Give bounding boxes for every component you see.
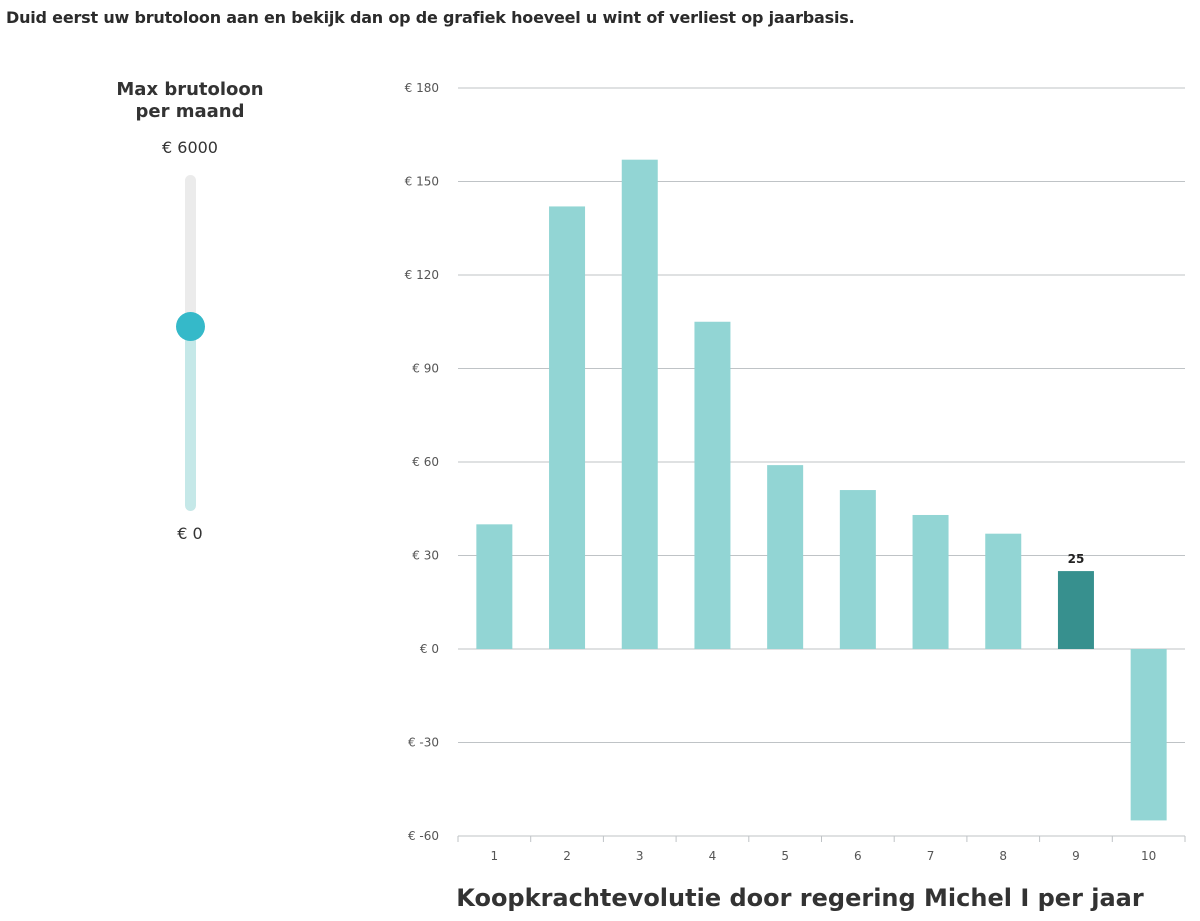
salary-slider-fill (185, 326, 196, 511)
x-tick-label: 1 (491, 849, 499, 863)
y-tick-label: € 180 (405, 81, 439, 95)
bar (839, 490, 876, 649)
y-tick-label: € 120 (405, 268, 439, 282)
x-tick-label: 7 (927, 849, 935, 863)
bar (694, 321, 731, 649)
slider-max-label: € 6000 (162, 138, 218, 157)
bar-value-label: 25 (1068, 552, 1085, 566)
slider-min-label: € 0 (177, 524, 203, 543)
y-tick-label: € 90 (412, 362, 439, 376)
bar (621, 159, 658, 649)
slider-title: Max brutoloon per maand (100, 79, 280, 123)
bar (912, 514, 949, 649)
bar (1130, 649, 1167, 821)
x-tick-label: 10 (1141, 849, 1156, 863)
y-tick-label: € 30 (412, 549, 439, 563)
y-tick-label: € 0 (420, 642, 439, 656)
bar (476, 524, 513, 649)
bar (1057, 571, 1094, 649)
x-tick-label: 5 (781, 849, 789, 863)
bar (985, 533, 1022, 649)
bar (549, 206, 586, 649)
x-tick-label: 9 (1072, 849, 1080, 863)
y-tick-label: € -30 (408, 736, 439, 750)
slider-title-line2: per maand (135, 101, 245, 122)
salary-slider-thumb[interactable] (176, 311, 205, 341)
x-tick-label: 8 (999, 849, 1007, 863)
x-tick-label: 4 (709, 849, 717, 863)
y-tick-label: € -60 (408, 829, 439, 843)
x-tick-label: 3 (636, 849, 644, 863)
bar (767, 465, 804, 649)
x-tick-label: 2 (563, 849, 571, 863)
instruction-text: Duid eerst uw brutoloon aan en bekijk da… (6, 8, 855, 27)
y-tick-label: € 60 (412, 455, 439, 469)
y-tick-label: € 150 (405, 175, 439, 189)
salary-slider-track[interactable] (185, 175, 196, 511)
slider-title-line1: Max brutoloon (116, 79, 264, 100)
chart-title: Koopkrachtevolutie door regering Michel … (456, 884, 1144, 912)
x-tick-label: 6 (854, 849, 862, 863)
